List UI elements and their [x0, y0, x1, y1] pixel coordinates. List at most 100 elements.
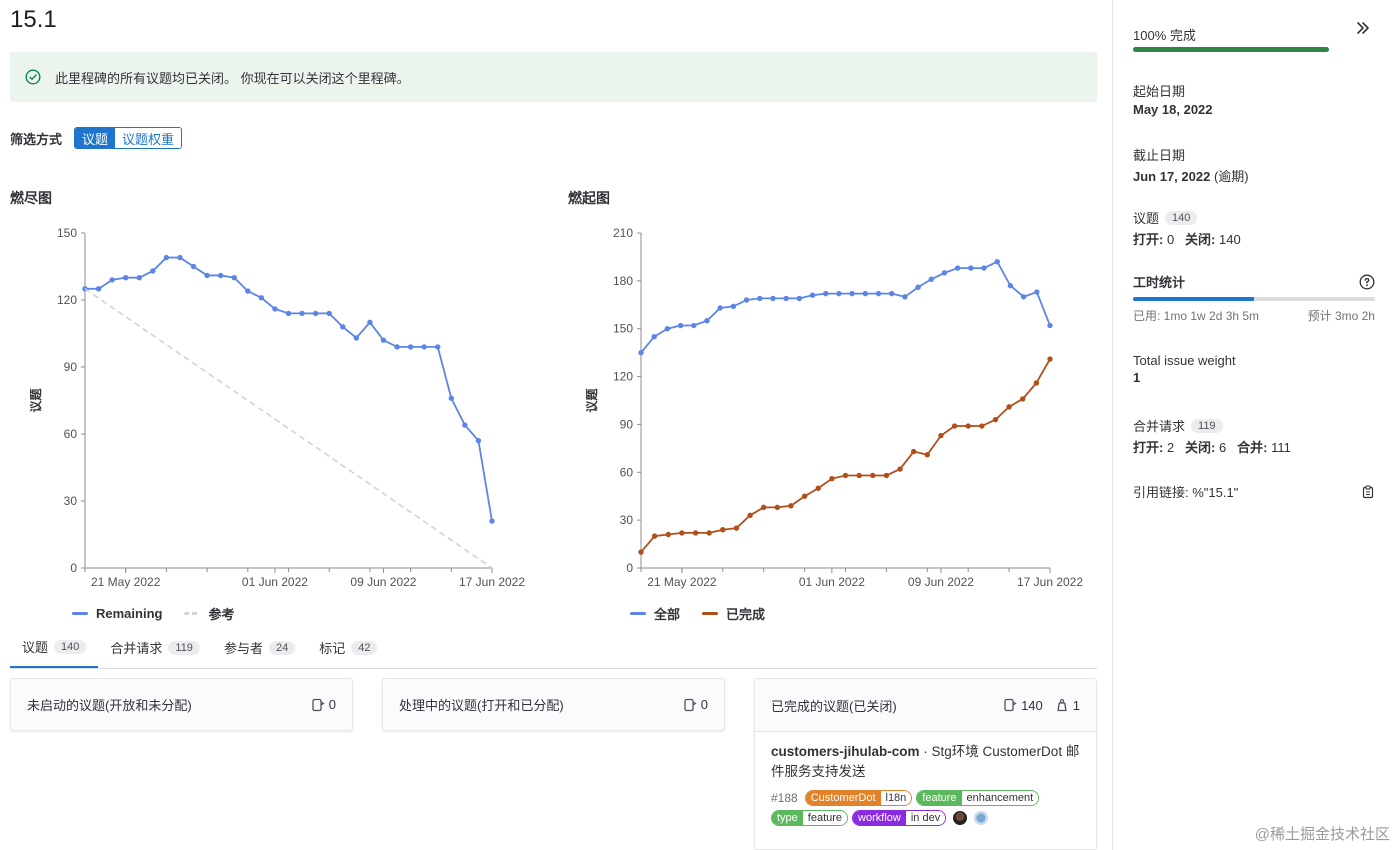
x-tick-label: 09 Jun 2022	[350, 575, 416, 589]
label-type[interactable]: type feature	[771, 810, 849, 826]
y-tick-label: 150	[613, 322, 633, 336]
data-point	[856, 472, 862, 479]
data-point	[204, 272, 210, 279]
burnup-title: 燃起图	[568, 190, 610, 206]
y-tick-label: 30	[620, 513, 634, 527]
label-value: feature	[802, 811, 848, 825]
label-value: l18n	[880, 791, 912, 805]
series-line	[640, 260, 1051, 354]
data-point	[312, 310, 319, 317]
data-point	[862, 290, 868, 297]
legend-label: 参考	[208, 607, 235, 622]
mr-closed-value[interactable]: 6	[1219, 440, 1227, 455]
tab-participants[interactable]: 参与者 24	[212, 627, 307, 668]
y-tick-label: 60	[620, 465, 634, 479]
column-in-progress: 处理中的议题(打开和已分配) 0	[382, 678, 725, 731]
y-tick-label: 90	[620, 417, 634, 431]
y-tick-label: 210	[613, 226, 633, 240]
column-title: 未启动的议题(开放和未分配)	[27, 698, 192, 713]
tab-issues[interactable]: 议题 140	[10, 627, 99, 668]
issue-title[interactable]: Stg环境 CustomerDot 邮件服务支持发送	[771, 744, 1080, 779]
y-tick-label: 180	[613, 274, 633, 288]
due-date-label: 截止日期	[1133, 148, 1186, 163]
filter-option-issues[interactable]: 议题	[75, 128, 116, 148]
x-tick-label: 17 Jun 2022	[459, 575, 525, 589]
data-point	[679, 530, 685, 536]
data-point	[136, 274, 142, 281]
data-point	[823, 290, 829, 297]
data-point	[638, 549, 644, 555]
data-point	[875, 290, 882, 297]
label-workflow[interactable]: workflow in dev	[852, 810, 947, 826]
data-point	[979, 423, 985, 429]
data-point	[394, 344, 400, 350]
label-customerdot[interactable]: CustomerDot l18n	[804, 790, 913, 806]
issues-icon	[684, 698, 697, 711]
legend-item-completed[interactable]: 已完成	[702, 604, 765, 623]
weight-count: 1	[1055, 698, 1080, 713]
mr-open-value[interactable]: 2	[1166, 440, 1175, 455]
issue-count-value: 0	[700, 697, 708, 712]
sidebar-merge-requests: 合并请求 119 打开: 2 关闭: 6 合并: 111	[1133, 416, 1291, 456]
start-date: 起始日期 May 18, 2022	[1133, 81, 1213, 117]
tab-labels[interactable]: 标记 42	[307, 627, 389, 668]
assignee-avatar[interactable]	[953, 811, 968, 825]
data-point	[123, 274, 129, 281]
filter-option-weight[interactable]: 议题权重	[115, 128, 182, 148]
mr-merged-label: 合并:	[1237, 440, 1268, 455]
data-point	[796, 295, 803, 302]
data-point	[1034, 289, 1040, 295]
closed-value[interactable]: 140	[1219, 232, 1241, 247]
reference: 引用链接: %"15.1"	[1133, 482, 1375, 501]
column-title: 已完成的议题(已关闭)	[771, 698, 897, 714]
issue-project[interactable]: customers-jihulab-com	[771, 744, 920, 759]
column-unstarted: 未启动的议题(开放和未分配) 0	[10, 678, 353, 731]
data-point	[489, 518, 495, 524]
data-point	[915, 284, 921, 290]
open-value[interactable]: 0	[1166, 232, 1175, 247]
tab-label: 议题	[22, 640, 49, 655]
mr-merged-value[interactable]: 111	[1271, 440, 1291, 455]
data-point	[883, 472, 890, 479]
weight-value: 1	[1133, 370, 1141, 385]
y-tick-label: 120	[613, 370, 633, 384]
collapse-sidebar-icon[interactable]	[1355, 20, 1371, 36]
column-completed: 已完成的议题(已关闭) 140 1 customers-jihulab-com …	[754, 678, 1097, 850]
issue-count-value: 140	[1021, 697, 1043, 713]
legend-swatch	[630, 612, 646, 615]
mr-closed-label: 关闭:	[1185, 440, 1216, 455]
data-point	[1033, 380, 1040, 386]
tab-merge-requests[interactable]: 合并请求 119	[98, 627, 212, 668]
progress-bar	[1133, 47, 1329, 52]
data-point	[677, 322, 684, 329]
legend-item-reference[interactable]: 参考	[184, 604, 234, 623]
time-estimate: 预计 3mo 2h	[1307, 309, 1375, 323]
data-point	[706, 530, 712, 536]
milestone-main: 15.1 此里程碑的所有议题均已关闭。 你现在可以关闭这个里程碑。 筛选方式 议…	[10, 6, 1097, 850]
data-point	[902, 294, 908, 300]
label-feature[interactable]: feature enhancement	[916, 790, 1040, 806]
weight-icon	[1057, 699, 1067, 712]
time-tracking: 工时统计 已用: 1mo 1w 2d 3h 5m 预计 3mo 2h	[1133, 272, 1375, 324]
label-value: enhancement	[961, 791, 1039, 805]
legend-swatch	[702, 612, 719, 615]
data-point	[326, 310, 332, 317]
x-tick-label: 01 Jun 2022	[799, 575, 865, 589]
issue-card[interactable]: customers-jihulab-com · Stg环境 CustomerDo…	[755, 732, 1096, 836]
legend-item-remaining[interactable]: Remaining	[72, 604, 162, 623]
legend-item-total[interactable]: 全部	[630, 604, 680, 623]
y-tick-label: 120	[57, 293, 77, 307]
data-point	[928, 276, 934, 282]
y-axis-label: 议题	[28, 388, 43, 413]
legend-swatch	[184, 612, 201, 615]
start-date-value: May 18, 2022	[1133, 102, 1213, 117]
copy-icon[interactable]	[1361, 484, 1375, 499]
label-key: workflow	[853, 811, 906, 825]
x-tick-label: 21 May 2022	[91, 575, 161, 589]
assignee-avatar[interactable]	[974, 811, 989, 825]
data-point	[258, 295, 265, 301]
data-point	[421, 344, 427, 350]
issue-count: 140	[1003, 698, 1043, 713]
help-icon[interactable]	[1359, 274, 1375, 290]
data-point	[462, 422, 468, 428]
